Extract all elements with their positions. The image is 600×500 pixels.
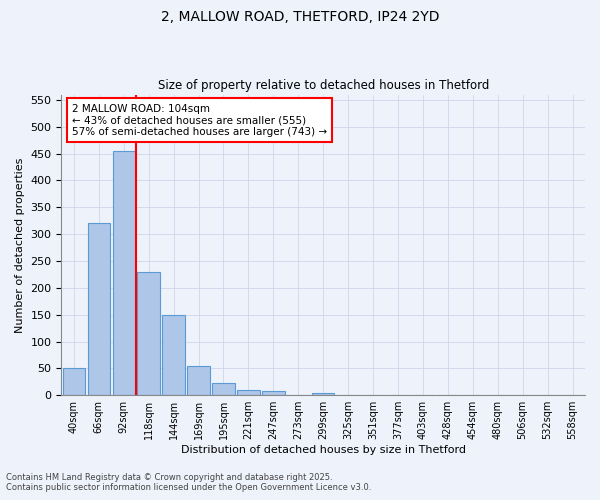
Text: Contains HM Land Registry data © Crown copyright and database right 2025.
Contai: Contains HM Land Registry data © Crown c… bbox=[6, 473, 371, 492]
Text: 2, MALLOW ROAD, THETFORD, IP24 2YD: 2, MALLOW ROAD, THETFORD, IP24 2YD bbox=[161, 10, 439, 24]
X-axis label: Distribution of detached houses by size in Thetford: Distribution of detached houses by size … bbox=[181, 445, 466, 455]
Y-axis label: Number of detached properties: Number of detached properties bbox=[15, 157, 25, 332]
Bar bbox=[137, 272, 160, 395]
Bar bbox=[212, 384, 235, 395]
Bar bbox=[187, 366, 210, 395]
Bar bbox=[88, 224, 110, 395]
Bar bbox=[262, 391, 284, 395]
Bar bbox=[312, 392, 334, 395]
Bar bbox=[237, 390, 260, 395]
Bar bbox=[163, 314, 185, 395]
Bar bbox=[62, 368, 85, 395]
Bar bbox=[113, 151, 135, 395]
Title: Size of property relative to detached houses in Thetford: Size of property relative to detached ho… bbox=[158, 79, 489, 92]
Text: 2 MALLOW ROAD: 104sqm
← 43% of detached houses are smaller (555)
57% of semi-det: 2 MALLOW ROAD: 104sqm ← 43% of detached … bbox=[72, 104, 327, 137]
